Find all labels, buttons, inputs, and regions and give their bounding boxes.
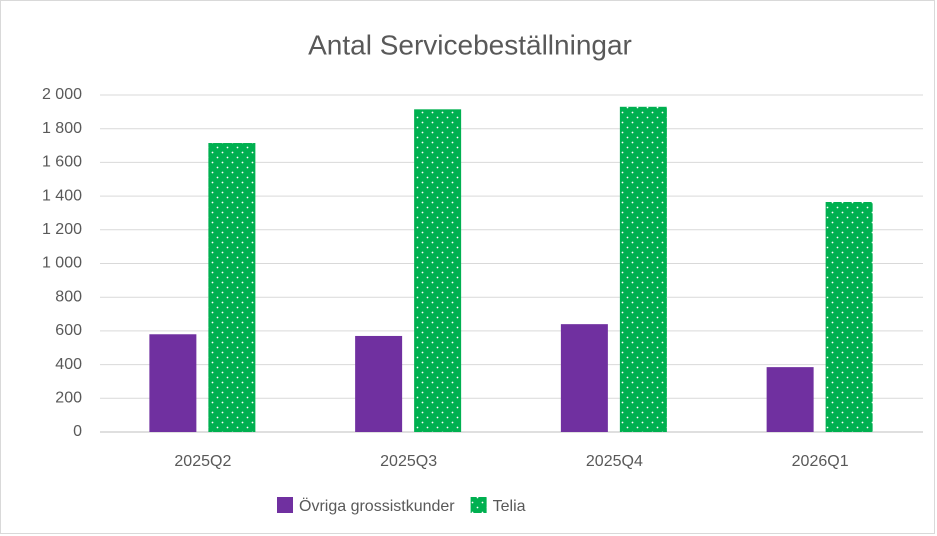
y-tick-label: 1 600	[42, 154, 82, 171]
y-tick-label: 1 400	[42, 187, 82, 204]
y-tick-label: 2 000	[42, 86, 82, 103]
x-tick-label: 2025Q3	[380, 453, 437, 470]
legend-swatch	[470, 497, 487, 513]
legend-label: Telia	[493, 498, 526, 515]
y-tick-label: 1 800	[42, 120, 82, 137]
bar	[560, 324, 608, 432]
legend-label: Övriga grossistkunder	[299, 497, 455, 515]
chart-title: Antal Servicebeställningar	[308, 29, 632, 60]
bar	[619, 106, 667, 433]
x-tick-label: 2025Q2	[174, 453, 231, 470]
legend-swatch	[277, 497, 293, 513]
x-tick-label: 2026Q1	[792, 453, 849, 470]
y-tick-label: 1 000	[42, 255, 82, 272]
y-tick-label: 400	[55, 356, 82, 373]
x-tick-label: 2025Q4	[586, 453, 643, 470]
y-tick-label: 1 200	[42, 221, 82, 238]
y-tick-label: 0	[73, 423, 82, 440]
y-tick-label: 600	[55, 322, 82, 339]
bar	[355, 335, 403, 432]
bar	[414, 109, 462, 432]
bar	[766, 367, 814, 432]
y-tick-label: 800	[55, 288, 82, 305]
bar	[208, 143, 256, 432]
bar	[825, 201, 873, 432]
bar	[149, 334, 197, 432]
y-tick-label: 200	[55, 390, 82, 407]
